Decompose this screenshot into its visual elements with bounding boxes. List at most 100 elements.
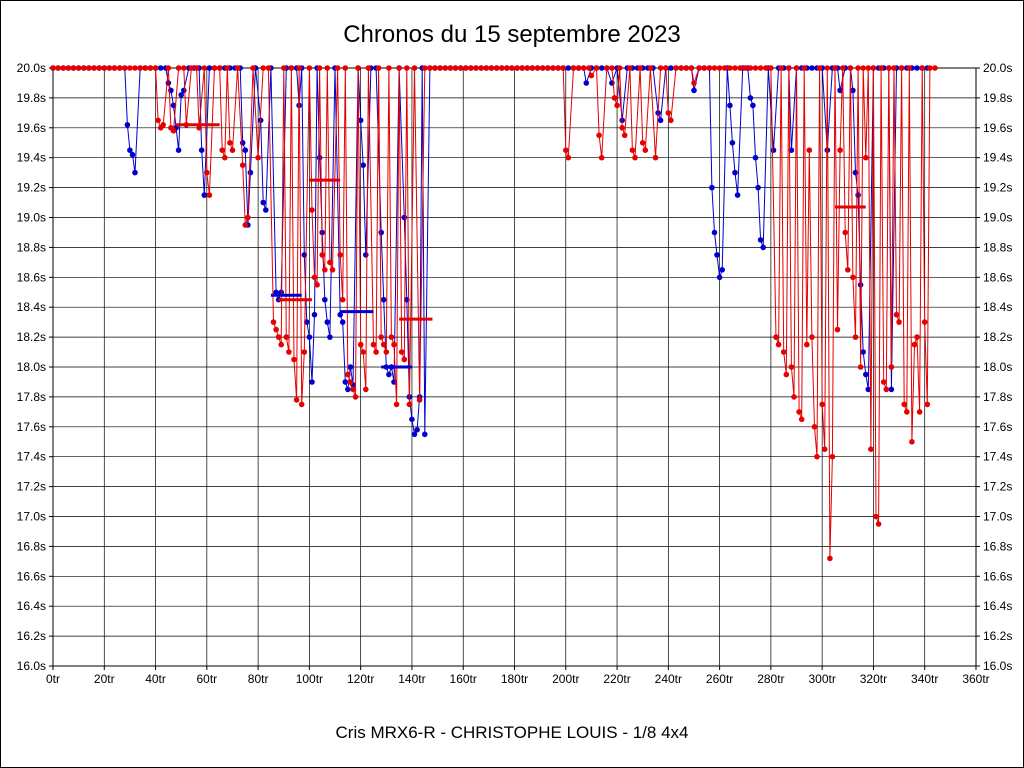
data-point-driver-red <box>847 65 854 71</box>
data-point-driver-red <box>427 65 433 71</box>
data-point-driver-blue <box>360 162 367 168</box>
data-point-driver-red <box>727 65 733 71</box>
data-point-driver-red <box>298 401 305 408</box>
y-tick-label-right: 16.0s <box>983 659 1012 673</box>
data-point-driver-red <box>96 65 102 71</box>
data-point-driver-red <box>86 65 92 71</box>
y-tick-label-left: 18.6s <box>17 270 46 284</box>
data-point-driver-red <box>565 154 572 161</box>
data-point-driver-red <box>837 147 843 153</box>
data-point-driver-red <box>483 65 490 71</box>
data-point-driver-blue <box>273 289 279 296</box>
data-point-driver-red <box>296 65 302 71</box>
data-point-driver-red <box>345 371 351 378</box>
data-point-driver-red <box>170 128 177 134</box>
data-point-driver-red <box>575 65 582 71</box>
data-point-driver-red <box>804 341 810 348</box>
data-point-driver-blue <box>129 151 136 158</box>
data-point-driver-red <box>378 334 385 340</box>
y-tick-label-right: 18.2s <box>983 330 1012 344</box>
x-tick-label: 20tr <box>94 672 115 686</box>
data-point-driver-red <box>786 65 792 71</box>
data-point-driver-blue <box>239 140 246 146</box>
data-point-driver-red <box>386 65 392 71</box>
data-point-driver-red <box>132 65 138 71</box>
data-point-driver-blue <box>127 147 133 153</box>
data-point-driver-blue <box>691 87 697 94</box>
data-point-driver-red <box>863 154 869 161</box>
y-tick-label-left: 16.0s <box>17 659 46 673</box>
data-point-driver-red <box>563 147 569 153</box>
data-point-driver-red <box>742 65 749 71</box>
x-tick-label: 0tr <box>46 672 60 686</box>
data-point-driver-blue <box>304 319 310 325</box>
data-point-driver-red <box>683 65 690 71</box>
y-tick-label-right: 16.2s <box>983 629 1012 643</box>
data-point-driver-red <box>375 65 382 71</box>
data-point-driver-red <box>175 65 182 71</box>
data-point-driver-blue <box>378 229 385 236</box>
data-point-driver-blue <box>757 237 764 243</box>
data-point-driver-blue <box>716 274 723 281</box>
data-point-driver-red <box>270 319 277 325</box>
data-point-driver-red <box>604 65 610 71</box>
data-point-driver-red <box>504 65 510 71</box>
data-point-driver-red <box>829 453 836 460</box>
data-point-driver-blue <box>565 65 572 71</box>
data-point-driver-red <box>281 65 287 71</box>
data-point-driver-blue <box>714 252 720 258</box>
data-point-driver-blue <box>860 349 866 355</box>
data-point-driver-red <box>678 65 684 71</box>
data-point-driver-red <box>147 65 154 71</box>
data-point-driver-red <box>111 65 118 71</box>
data-point-driver-blue <box>727 102 733 109</box>
data-point-driver-red <box>891 65 897 71</box>
data-point-driver-red <box>778 65 784 71</box>
data-point-driver-red <box>193 65 200 71</box>
data-point-driver-blue <box>411 431 418 438</box>
data-point-driver-red <box>906 65 913 71</box>
data-point-driver-red <box>265 65 272 71</box>
data-point-driver-red <box>327 259 333 266</box>
data-point-driver-red <box>824 65 831 71</box>
data-point-driver-red <box>370 341 377 348</box>
data-point-driver-red <box>227 140 233 146</box>
data-point-driver-red <box>788 364 795 370</box>
data-point-driver-red <box>291 356 297 363</box>
data-point-driver-red <box>870 65 877 71</box>
data-point-driver-blue <box>322 296 328 303</box>
data-point-driver-red <box>509 65 515 71</box>
data-point-driver-red <box>357 341 364 348</box>
data-point-driver-blue <box>380 296 387 303</box>
data-point-driver-red <box>239 162 246 168</box>
data-point-driver-red <box>524 65 531 71</box>
data-point-driver-blue <box>316 154 323 161</box>
data-point-driver-red <box>250 65 256 71</box>
data-point-driver-red <box>596 132 602 139</box>
data-point-driver-red <box>586 65 592 71</box>
data-point-driver-blue <box>752 154 759 161</box>
data-point-driver-red <box>839 65 846 71</box>
data-point-driver-red <box>350 386 356 393</box>
data-point-driver-red <box>278 341 285 348</box>
data-point-driver-blue <box>865 386 872 393</box>
data-point-driver-red <box>514 65 520 71</box>
data-point-driver-blue <box>729 140 736 146</box>
data-point-driver-blue <box>181 87 187 94</box>
data-point-driver-blue <box>124 122 131 128</box>
y-tick-label-left: 17.8s <box>17 390 46 404</box>
data-point-driver-red <box>614 102 620 109</box>
y-tick-label-left: 18.8s <box>17 240 46 254</box>
data-point-driver-blue <box>309 379 315 385</box>
data-point-driver-red <box>898 65 905 71</box>
data-point-driver-red <box>850 274 856 281</box>
data-point-driver-red <box>50 65 56 71</box>
data-point-driver-red <box>768 65 774 71</box>
data-point-driver-red <box>127 65 133 71</box>
data-point-driver-red <box>352 394 359 400</box>
data-point-driver-red <box>819 401 825 408</box>
data-point-driver-red <box>616 65 623 71</box>
data-point-driver-red <box>609 65 615 71</box>
